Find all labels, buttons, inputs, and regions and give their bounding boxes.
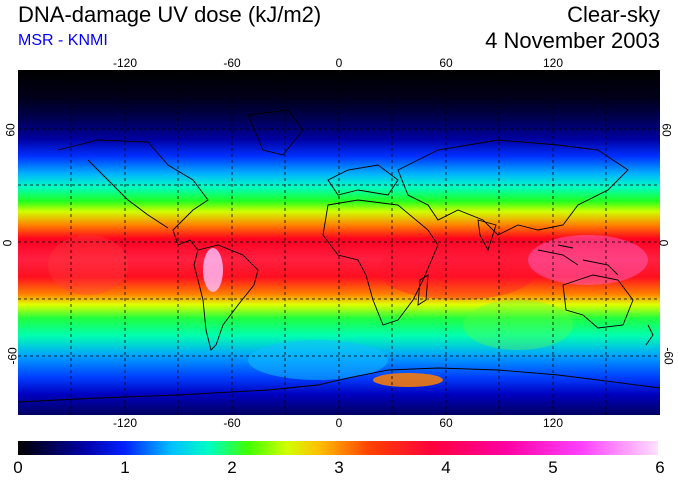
color-scale-label: 4: [441, 458, 451, 477]
lat-label-left: 60: [3, 123, 18, 137]
lon-label-bottom: 120: [542, 416, 564, 430]
lon-label-top: -60: [223, 56, 241, 70]
color-scale-label: 5: [548, 458, 558, 477]
lat-label-left: -60: [5, 347, 20, 365]
lon-label-bottom: -120: [112, 416, 138, 430]
color-scale-bar: [18, 441, 658, 455]
lon-label-top: 60: [439, 56, 453, 70]
map-overlay: [18, 70, 660, 415]
color-scale-label: 1: [120, 458, 130, 477]
lon-label-bottom: 60: [439, 416, 453, 430]
color-scale-label: 3: [334, 458, 344, 477]
color-scale-label: 0: [13, 458, 23, 477]
data-source: MSR - KNMI: [18, 32, 108, 49]
lon-label-top: 120: [542, 56, 564, 70]
lon-label-top: -120: [112, 56, 138, 70]
lon-label-bottom: 0: [335, 416, 343, 430]
sky-condition: Clear-sky: [567, 2, 660, 27]
uv-dose-map: [18, 70, 660, 415]
map-title: DNA-damage UV dose (kJ/m2): [18, 2, 322, 27]
lat-label-right: -60: [661, 347, 676, 365]
lon-label-bottom: -60: [223, 416, 241, 430]
lat-label-right: 60: [659, 123, 674, 137]
lon-label-top: 0: [335, 56, 343, 70]
lat-label-right: 0: [656, 239, 671, 247]
color-scale-label: 6: [655, 458, 665, 477]
lat-label-left: 0: [0, 239, 15, 247]
color-scale-label: 2: [227, 458, 237, 477]
map-date: 4 November 2003: [485, 28, 660, 53]
